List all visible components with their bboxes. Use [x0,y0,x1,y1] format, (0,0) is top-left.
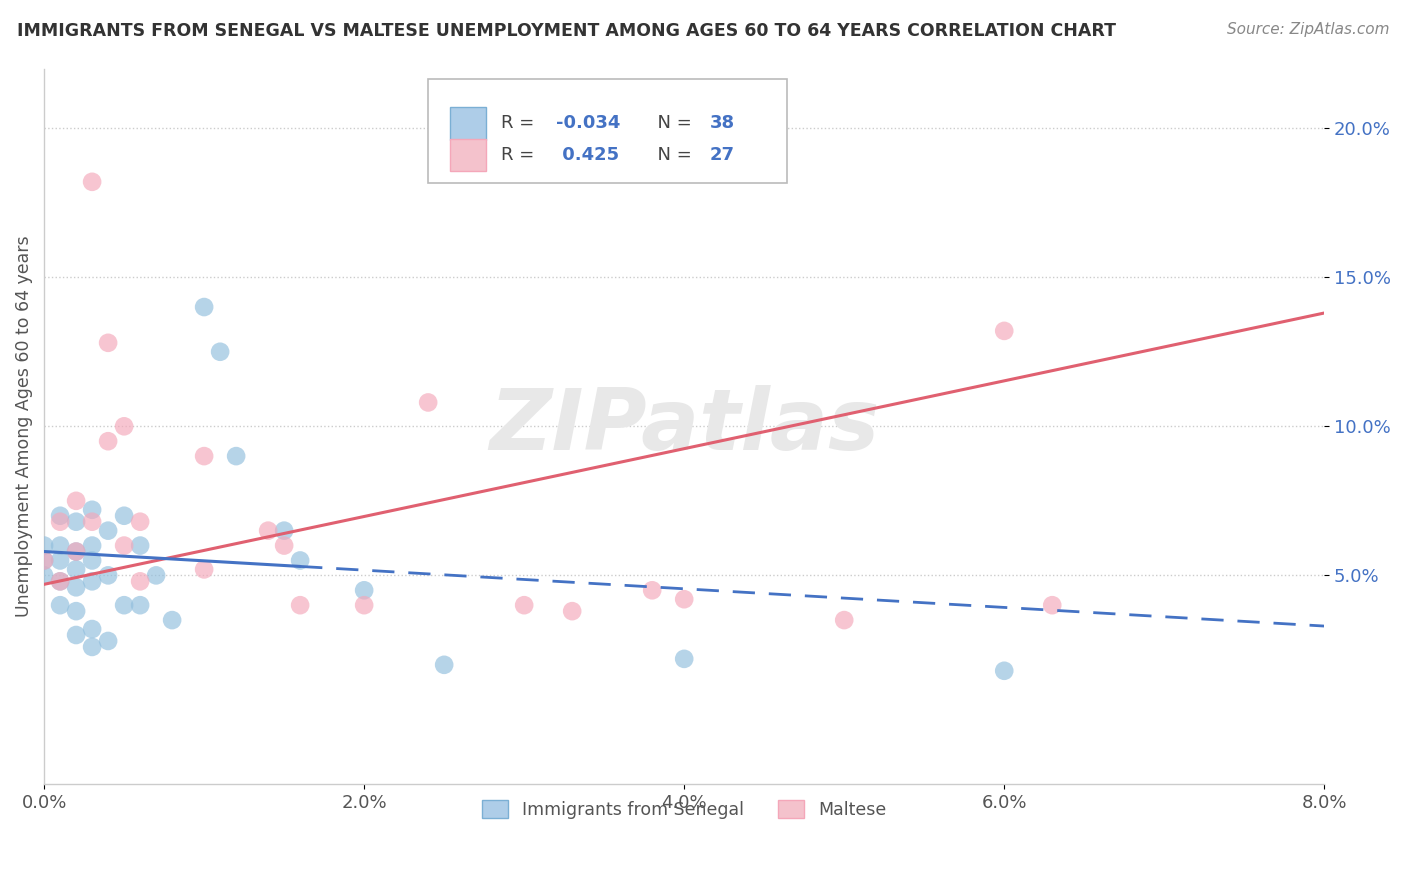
Point [49,553,72,567]
Point [993,324,1015,338]
Point [82,553,104,567]
Point [353,583,375,598]
Point [82,622,104,636]
Point [49,508,72,523]
Point [65,493,87,508]
Text: -0.034: -0.034 [557,114,620,132]
Point [225,449,247,463]
Point [112,598,135,612]
Text: R =: R = [501,114,540,132]
Point [97,434,120,449]
Point [82,539,104,553]
Point [193,300,215,314]
Point [288,598,311,612]
Point [32,539,55,553]
Point [561,604,583,618]
Point [49,574,72,589]
Point [49,574,72,589]
Point [273,524,295,538]
Point [129,574,152,589]
Point [1040,598,1063,612]
Point [65,604,87,618]
Point [49,539,72,553]
Point [65,628,87,642]
Point [673,652,696,666]
Point [288,553,311,567]
Point [65,515,87,529]
Point [65,580,87,594]
Point [129,598,152,612]
Point [832,613,855,627]
Text: Source: ZipAtlas.com: Source: ZipAtlas.com [1226,22,1389,37]
Point [65,544,87,558]
Point [82,574,104,589]
Text: 38: 38 [710,114,735,132]
Point [129,539,152,553]
FancyBboxPatch shape [450,139,485,171]
Text: N =: N = [645,114,697,132]
Text: N =: N = [645,146,697,164]
Point [993,664,1015,678]
Point [641,583,664,598]
Point [82,503,104,517]
FancyBboxPatch shape [450,107,485,139]
Point [97,335,120,350]
Point [129,515,152,529]
Text: ZIPatlas: ZIPatlas [489,384,879,467]
Point [82,515,104,529]
Point [257,524,280,538]
Point [49,515,72,529]
Point [32,568,55,582]
Text: 27: 27 [710,146,735,164]
Point [97,568,120,582]
Point [112,508,135,523]
Point [418,395,440,409]
Point [97,524,120,538]
Point [97,634,120,648]
Point [112,419,135,434]
Point [273,539,295,553]
Point [32,553,55,567]
Point [160,613,183,627]
Text: R =: R = [501,146,540,164]
Point [65,562,87,576]
Text: 0.425: 0.425 [557,146,619,164]
Point [112,539,135,553]
Point [673,592,696,607]
Point [433,657,456,672]
Point [209,344,232,359]
Point [145,568,167,582]
Point [193,562,215,576]
Point [82,640,104,654]
Y-axis label: Unemployment Among Ages 60 to 64 years: Unemployment Among Ages 60 to 64 years [15,235,32,617]
Point [513,598,536,612]
Point [32,553,55,567]
Point [353,598,375,612]
Text: IMMIGRANTS FROM SENEGAL VS MALTESE UNEMPLOYMENT AMONG AGES 60 TO 64 YEARS CORREL: IMMIGRANTS FROM SENEGAL VS MALTESE UNEMP… [17,22,1116,40]
Point [65,544,87,558]
FancyBboxPatch shape [429,79,786,183]
Point [49,598,72,612]
Point [193,449,215,463]
Legend: Immigrants from Senegal, Maltese: Immigrants from Senegal, Maltese [475,793,894,825]
Point [82,175,104,189]
